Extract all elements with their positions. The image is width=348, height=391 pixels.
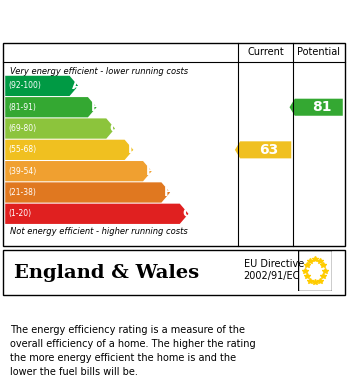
Text: G: G bbox=[183, 207, 193, 220]
Text: 63: 63 bbox=[260, 143, 279, 157]
Text: (55-68): (55-68) bbox=[9, 145, 37, 154]
Text: E: E bbox=[146, 165, 154, 178]
Text: EU Directive
2002/91/EC: EU Directive 2002/91/EC bbox=[244, 260, 304, 281]
Text: C: C bbox=[109, 122, 118, 135]
Polygon shape bbox=[5, 140, 133, 160]
Text: D: D bbox=[127, 143, 138, 156]
Text: Current: Current bbox=[247, 47, 284, 57]
Polygon shape bbox=[5, 76, 78, 96]
Text: 81: 81 bbox=[313, 100, 332, 114]
Text: England & Wales: England & Wales bbox=[14, 264, 199, 282]
Text: (21-38): (21-38) bbox=[9, 188, 37, 197]
Text: Potential: Potential bbox=[297, 47, 340, 57]
Text: (39-54): (39-54) bbox=[9, 167, 37, 176]
Text: A: A bbox=[72, 79, 82, 92]
Text: Not energy efficient - higher running costs: Not energy efficient - higher running co… bbox=[10, 227, 188, 236]
Polygon shape bbox=[235, 141, 291, 158]
Text: (92-100): (92-100) bbox=[9, 81, 41, 90]
Polygon shape bbox=[5, 118, 115, 139]
Text: Very energy efficient - lower running costs: Very energy efficient - lower running co… bbox=[10, 66, 189, 75]
Text: Energy Efficiency Rating: Energy Efficiency Rating bbox=[10, 11, 258, 30]
Text: B: B bbox=[91, 101, 100, 114]
Polygon shape bbox=[5, 161, 152, 181]
Polygon shape bbox=[5, 97, 97, 117]
Text: The energy efficiency rating is a measure of the
overall efficiency of a home. T: The energy efficiency rating is a measur… bbox=[10, 325, 256, 377]
Text: (69-80): (69-80) bbox=[9, 124, 37, 133]
Polygon shape bbox=[5, 204, 189, 224]
Polygon shape bbox=[290, 99, 343, 116]
Text: F: F bbox=[164, 186, 173, 199]
Text: (1-20): (1-20) bbox=[9, 209, 32, 218]
Text: (81-91): (81-91) bbox=[9, 103, 37, 112]
Polygon shape bbox=[5, 182, 170, 203]
